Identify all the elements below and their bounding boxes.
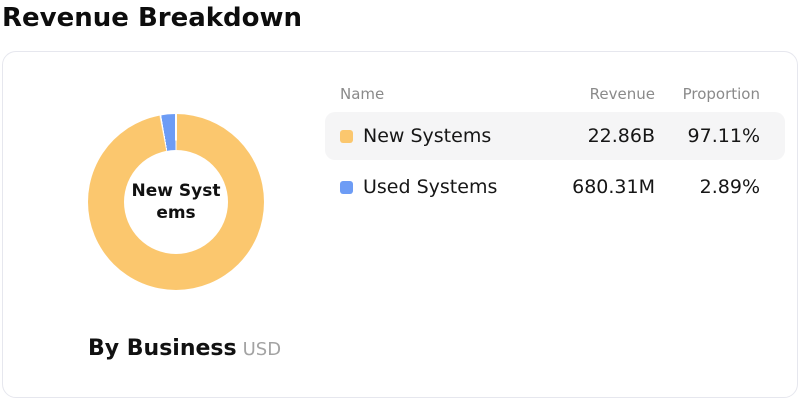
revenue-breakdown-card: New Systems By Business USD Name Revenue …	[2, 51, 798, 398]
donut-hole: New Systems	[124, 150, 228, 254]
table-header-row: Name Revenue Proportion	[325, 76, 785, 112]
table-row[interactable]: New Systems 22.86B 97.11%	[325, 112, 785, 160]
breakdown-table: Name Revenue Proportion New Systems 22.8…	[325, 76, 785, 214]
legend-swatch-used-systems	[340, 180, 353, 194]
table-row[interactable]: Used Systems 680.31M 2.89%	[325, 163, 785, 211]
cell-proportion: 2.89%	[699, 176, 760, 198]
cell-name: Used Systems	[363, 176, 498, 198]
cell-name: New Systems	[363, 125, 492, 147]
page-title: Revenue Breakdown	[2, 3, 303, 33]
header-proportion: Proportion	[682, 85, 760, 103]
cell-proportion: 97.11%	[687, 125, 760, 147]
donut-center-label: New Systems	[131, 180, 221, 223]
chart-caption: By Business USD	[88, 336, 281, 361]
donut-chart[interactable]: New Systems	[88, 114, 264, 290]
caption-unit: USD	[242, 339, 282, 360]
header-revenue: Revenue	[589, 85, 655, 103]
header-name: Name	[340, 85, 385, 103]
cell-revenue: 680.31M	[572, 176, 655, 198]
legend-swatch-new-systems	[340, 129, 353, 143]
caption-group-by: By Business	[88, 336, 237, 361]
chart-column: New Systems By Business USD	[3, 52, 325, 397]
cell-revenue: 22.86B	[587, 125, 655, 147]
